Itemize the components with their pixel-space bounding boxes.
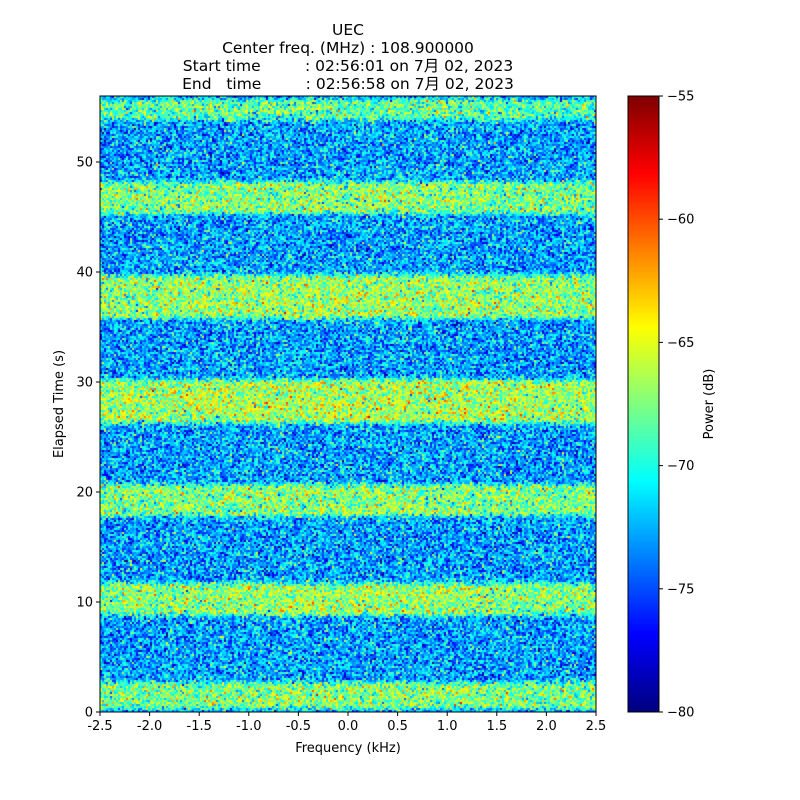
plot-frame: [99, 95, 597, 713]
chart-subtitle-start-time: Start time : 02:56:01 on 7月 02, 2023: [182, 57, 514, 75]
y-tick-label: 0: [85, 706, 93, 721]
x-tick-label: 2.0: [536, 719, 557, 734]
x-tick-label: -2.5: [87, 719, 112, 734]
x-tick-label: 1.5: [486, 719, 507, 734]
x-tick-label: -2.0: [137, 719, 162, 734]
y-tick-label: 20: [76, 486, 93, 501]
x-tick-label: -1.5: [187, 719, 212, 734]
x-tick-label: 1.0: [437, 719, 458, 734]
y-tick-label: 10: [76, 596, 93, 611]
y-axis-label: Elapsed Time (s): [52, 350, 67, 458]
colorbar-tick-label: −55: [667, 90, 694, 105]
chart-title: UEC: [332, 21, 364, 39]
x-tick-label: 0.0: [338, 719, 359, 734]
y-tick-label: 40: [76, 266, 93, 281]
colorbar-tick-label: −80: [667, 706, 694, 721]
colorbar-gradient: [628, 96, 659, 712]
x-tick-label: -1.0: [236, 719, 261, 734]
x-tick-label: 0.5: [387, 719, 408, 734]
colorbar-tick-label: −60: [667, 213, 694, 228]
y-tick-label: 30: [76, 376, 93, 391]
spectrogram-heatmap: [100, 96, 596, 712]
colorbar-tick-label: −75: [667, 582, 694, 597]
colorbar-label: Power (dB): [702, 369, 717, 440]
chart-subtitle-center-freq: Center freq. (MHz) : 108.900000: [222, 39, 474, 57]
x-axis-label: Frequency (kHz): [295, 741, 401, 756]
x-tick-label: 2.5: [586, 719, 607, 734]
colorbar-tick-label: −65: [667, 336, 694, 351]
y-tick-label: 50: [76, 156, 93, 171]
chart-subtitle-end-time: End time : 02:56:58 on 7月 02, 2023: [182, 75, 514, 93]
colorbar-tick-label: −70: [667, 459, 694, 474]
colorbar-frame: [627, 95, 660, 713]
x-tick-label: -0.5: [286, 719, 311, 734]
